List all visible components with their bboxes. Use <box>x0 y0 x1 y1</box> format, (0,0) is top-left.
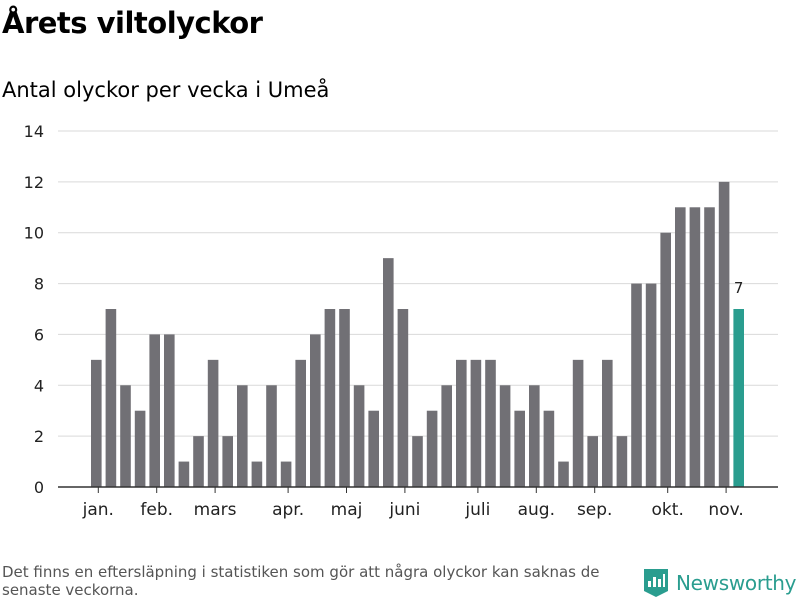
bar <box>572 359 584 487</box>
bar <box>280 461 292 487</box>
x-tick-label: juli <box>464 500 490 520</box>
bar <box>353 385 365 487</box>
bar <box>704 207 715 488</box>
bar <box>178 461 190 487</box>
x-tick-label: maj <box>331 500 363 520</box>
x-tick-label: sep. <box>577 500 613 520</box>
bar <box>193 436 204 487</box>
y-tick-label: 8 <box>34 275 44 294</box>
bar <box>149 334 160 487</box>
bar <box>134 410 146 487</box>
bar-chart-logo-icon <box>644 569 668 597</box>
bar-chart: 0 2 4 6 8 10 12 14 7 jan. feb. mars apr. maj juni juli a… <box>24 122 778 520</box>
bar <box>426 410 438 487</box>
x-tick-label: feb. <box>140 500 173 520</box>
bar <box>470 359 482 487</box>
bar <box>310 334 321 487</box>
bar <box>558 461 569 487</box>
bar <box>529 385 540 487</box>
bar <box>120 385 131 487</box>
bar <box>339 309 350 487</box>
bar <box>543 410 555 487</box>
bar <box>485 359 496 487</box>
footnote: Det finns en eftersläpning i statistiken… <box>2 563 600 599</box>
brand-logo: Newsworthy <box>644 569 797 597</box>
bar <box>251 461 263 487</box>
bar <box>237 385 248 487</box>
data-label: 7 <box>734 279 744 297</box>
bar <box>207 359 219 487</box>
bar <box>645 283 657 487</box>
y-tick-label: 14 <box>24 122 44 141</box>
bar <box>441 385 452 487</box>
y-tick-label: 2 <box>34 427 44 446</box>
bar <box>689 207 701 488</box>
bar <box>718 181 730 487</box>
y-tick-label: 4 <box>34 376 44 395</box>
bar <box>222 436 233 487</box>
x-tick-label: okt. <box>652 500 684 520</box>
bar <box>91 359 102 487</box>
bar <box>295 359 306 487</box>
bar <box>383 258 394 487</box>
bar <box>412 436 423 487</box>
y-tick-label: 10 <box>24 224 44 243</box>
bar <box>266 385 277 487</box>
bar <box>105 309 117 487</box>
bar <box>602 359 613 487</box>
x-tick-label: apr. <box>272 500 304 520</box>
x-tick-label: aug. <box>518 500 555 520</box>
x-tick-label: jan. <box>82 500 114 520</box>
chart-subtitle: Antal olyckor per vecka i Umeå <box>2 78 330 102</box>
bar <box>456 359 467 487</box>
bar <box>397 309 409 487</box>
bar-highlight <box>733 309 744 487</box>
y-tick-label: 6 <box>34 325 44 344</box>
bar <box>514 410 525 487</box>
chart-title: Årets viltolyckor <box>2 6 263 40</box>
x-tick-label: juni <box>388 500 420 520</box>
x-tick-label: mars <box>194 500 237 520</box>
y-tick-label: 12 <box>24 173 44 192</box>
bar <box>368 410 379 487</box>
bar <box>164 334 175 487</box>
brand-name: Newsworthy <box>676 571 797 595</box>
bar <box>631 283 642 487</box>
bar <box>499 385 511 487</box>
bar <box>675 207 686 488</box>
bar <box>660 232 671 487</box>
bar <box>587 436 598 487</box>
bar <box>324 309 336 487</box>
bar <box>616 436 628 487</box>
x-tick-label: nov. <box>708 500 743 520</box>
y-tick-label: 0 <box>34 478 44 497</box>
